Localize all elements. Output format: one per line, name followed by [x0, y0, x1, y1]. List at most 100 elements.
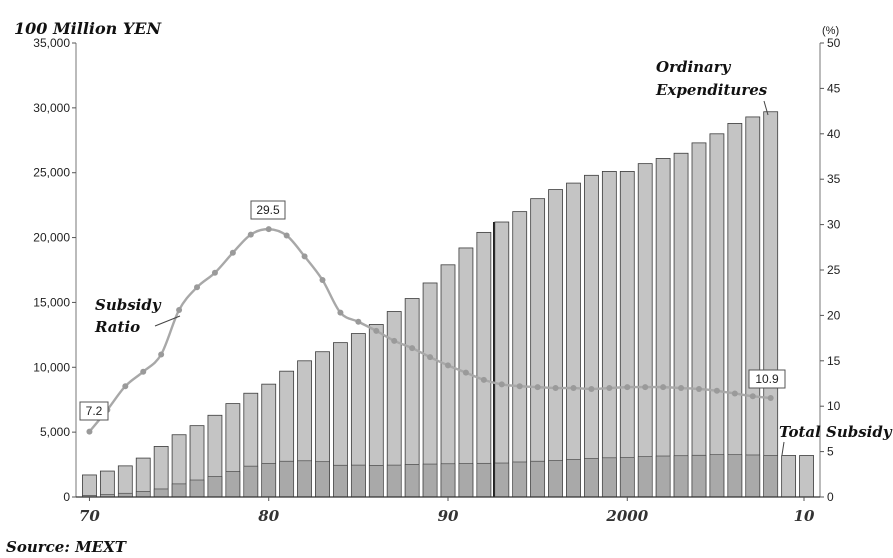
left-tick-label: 35,000: [33, 36, 70, 50]
axes-group: 0 5,000 10,000 15,000 20,000 25,000 30,000 35,0…: [33, 36, 840, 525]
subsidy-ratio-point: [176, 306, 183, 313]
subsidy-bar: [655, 455, 671, 498]
subsidy-bar: [225, 471, 241, 498]
right-axis-unit: (%): [822, 25, 839, 37]
subsidy-ratio-label-2: Ratio: [94, 318, 140, 336]
subsidy-ratio-label-1: Subsidy: [95, 296, 162, 314]
expenditure-bar: [99, 470, 115, 498]
expenditure-bar: [601, 171, 617, 498]
subsidy-ratio-point: [319, 276, 326, 283]
subsidy-bar: [135, 491, 151, 498]
ratio-line-group: [86, 226, 774, 435]
right-tick-label: 15: [827, 354, 841, 368]
subsidy-bar: [261, 463, 277, 498]
subsidy-bar: [709, 454, 725, 498]
expenditure-bar: [763, 111, 779, 498]
subsidy-ratio-point: [624, 384, 631, 391]
x-tick-label: 90: [438, 507, 459, 525]
subsidy-bar: [279, 460, 294, 498]
subsidy-ratio-point: [301, 253, 308, 260]
subsidy-ratio-point: [158, 351, 165, 358]
subsidy-ratio-point: [606, 385, 613, 392]
right-tick-label: 5: [827, 445, 834, 459]
subsidy-bar: [763, 455, 778, 498]
subsidy-ratio-point: [355, 318, 362, 325]
subsidy-bar: [404, 464, 420, 498]
ratio-start-label: 7.2: [86, 404, 103, 418]
subsidy-ratio-point: [588, 385, 595, 392]
subsidy-bar: [153, 488, 169, 498]
subsidy-ratio-point: [749, 393, 756, 400]
subsidy-ratio-point: [140, 368, 147, 375]
expenditure-bar: [799, 455, 814, 498]
source-note: Source: MEXT: [6, 538, 128, 556]
left-tick-label: 10,000: [33, 360, 70, 374]
ratio-end-label: 10.9: [755, 372, 779, 386]
ratio-peak-label-box: [250, 200, 286, 220]
subsidy-bar: [189, 479, 205, 498]
subsidy-ratio-point: [678, 385, 685, 392]
expenditure-bar: [655, 158, 671, 498]
subsidy-bar: [458, 463, 474, 498]
subsidy-bar: [171, 483, 187, 498]
subsidy-ratio-point: [265, 226, 272, 233]
subsidy-bar: [637, 456, 653, 498]
subsidy-ratio-point: [427, 354, 434, 361]
subsidy-ratio-point: [229, 249, 236, 256]
expenditure-bar: [476, 231, 492, 498]
subsidy-bar: [333, 464, 348, 498]
subsidy-bar: [440, 463, 456, 498]
right-tick-label: 0: [827, 490, 834, 504]
subsidy-bar: [386, 464, 402, 498]
left-tick-label: 20,000: [33, 231, 70, 245]
x-tick-label: 2000: [605, 507, 648, 525]
subsidy-bar: [512, 461, 528, 498]
subsidy-bar: [673, 455, 689, 498]
subsidy-ratio-point: [445, 362, 451, 369]
subsidy-bar: [368, 465, 384, 498]
right-tick-label: 30: [827, 218, 841, 232]
x-tick-label: 80: [258, 507, 279, 525]
subsidy-ratio-point: [534, 384, 541, 391]
expenditure-bar: [673, 152, 689, 498]
expenditure-bar: [727, 123, 743, 498]
subsidy-ratio-point: [373, 327, 380, 334]
subsidy-bar: [745, 454, 761, 498]
right-tick-label: 35: [827, 172, 841, 186]
subsidy-bar: [315, 461, 330, 498]
subsidy-bar: [548, 460, 563, 498]
ratio-end-label-box: [748, 369, 786, 389]
subsidy-ratio-point: [498, 381, 505, 388]
subsidy-ratio-point: [283, 232, 290, 239]
subsidy-ratio-point: [391, 337, 398, 344]
subsidy-bar: [727, 454, 743, 498]
subsidy-ratio-point: [337, 309, 344, 316]
left-tick-label: 15,000: [33, 295, 70, 309]
subsidy-ratio-point: [122, 383, 129, 390]
expenditure-bar: [512, 211, 528, 498]
expenditure-bar: [117, 465, 133, 498]
expenditures-leader: [763, 100, 769, 116]
right-tick-label: 45: [827, 81, 841, 95]
subsidy-ratio-point: [409, 345, 416, 352]
subsidy-bar: [602, 457, 617, 498]
subsidy-bar: [494, 462, 510, 498]
left-tick-label: 30,000: [33, 101, 70, 115]
total-subsidy-label: Total Subsidy: [779, 423, 893, 441]
subsidy-ratio-point: [480, 376, 487, 383]
expenditure-bar: [619, 171, 635, 498]
subsidy-ratio-point: [731, 390, 738, 397]
expenditure-bar: [494, 221, 510, 498]
expenditure-bar: [440, 264, 456, 498]
right-tick-label: 20: [827, 308, 841, 322]
subsidy-ratio-point: [713, 387, 720, 394]
subsidy-bar: [297, 460, 312, 498]
subsidy-bar: [566, 459, 581, 498]
subsidy-bar: [530, 460, 545, 498]
subsidy-bar: [691, 454, 707, 498]
right-tick-label: 10: [827, 399, 841, 413]
subsidy-ratio-point: [570, 385, 577, 392]
subsidy-bar: [619, 457, 635, 498]
subsidy-ratio-point: [660, 384, 667, 391]
